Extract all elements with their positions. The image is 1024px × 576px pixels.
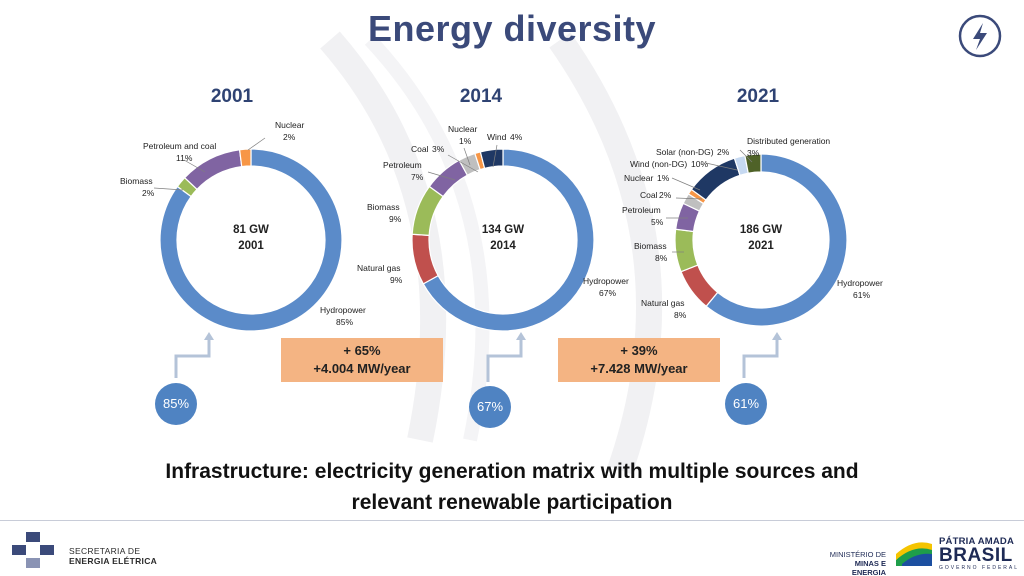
center-capacity-2014: 134 GW bbox=[482, 224, 524, 236]
value-2014-petroleum: 7% bbox=[411, 172, 424, 182]
label-2021-solar: Solar (non-DG) bbox=[656, 147, 714, 157]
center-year-2021: 2021 bbox=[748, 240, 774, 252]
slice-2021-hydropower bbox=[705, 153, 848, 327]
year-label-2021: 2021 bbox=[736, 86, 780, 107]
value-2001-hydropower: 85% bbox=[336, 317, 353, 327]
value-2014-wind: 4% bbox=[510, 132, 523, 142]
label-2014-nuclear: Nuclear bbox=[448, 124, 477, 134]
org-line-2: ENERGIA ELÉTRICA bbox=[69, 556, 158, 566]
year-label-2014: 2014 bbox=[459, 86, 503, 107]
connector-arrowheads bbox=[204, 332, 782, 340]
value-2014-nuclear: 1% bbox=[459, 136, 472, 146]
government-brand: PÁTRIA AMADA BRASIL GOVERNO FEDERAL bbox=[939, 536, 1019, 571]
lightning-bolt-icon bbox=[958, 14, 1002, 58]
gov-line-3: GOVERNO FEDERAL bbox=[939, 565, 1020, 571]
value-2014-biomass: 9% bbox=[389, 214, 402, 224]
label-2014-petroleum: Petroleum bbox=[383, 160, 422, 170]
label-2021-distributed-generation: Distributed generation bbox=[747, 136, 830, 146]
donut-chart-2001 bbox=[159, 148, 343, 332]
growth-pct-2001-2014: + 65% bbox=[343, 343, 381, 358]
growth-box-2001-2014: + 65% +4.004 MW/year bbox=[281, 338, 443, 382]
hydro-share-bubble-2014: 67% bbox=[469, 386, 511, 428]
label-2001-nuclear: Nuclear bbox=[275, 120, 304, 130]
value-2021-solar: 2% bbox=[717, 147, 730, 157]
ministry-line-1: MINISTÉRIO DE bbox=[829, 550, 886, 559]
label-2014-hydropower: Hydropower bbox=[583, 276, 629, 286]
secretaria-logo-icon bbox=[12, 532, 54, 568]
value-2021-nuclear: 1% bbox=[657, 173, 670, 183]
value-2021-petroleum: 5% bbox=[651, 217, 664, 227]
ministry-name: MINISTÉRIO DE MINAS E ENERGIA bbox=[820, 550, 886, 576]
slice-2001-nuclear bbox=[238, 148, 252, 168]
hydro-share-bubble-2021: 61% bbox=[725, 383, 767, 425]
value-2001-biomass: 2% bbox=[142, 188, 155, 198]
label-2014-biomass: Biomass bbox=[367, 202, 400, 212]
growth-rate-2001-2014: +4.004 MW/year bbox=[313, 361, 411, 376]
org-line-1: SECRETARIA DE bbox=[69, 546, 141, 556]
label-2001-biomass: Biomass bbox=[120, 176, 153, 186]
page-title: Energy diversity bbox=[367, 8, 657, 49]
center-year-2014: 2014 bbox=[490, 240, 516, 252]
label-2021-petroleum: Petroleum bbox=[622, 205, 661, 215]
ministry-line-2: MINAS E ENERGIA bbox=[851, 559, 886, 576]
gov-line-1: PÁTRIA AMADA bbox=[939, 536, 1015, 547]
slice-2021-biomass bbox=[674, 228, 699, 273]
donut-chart-2014 bbox=[411, 148, 595, 332]
slice-2014-natural-gas bbox=[411, 233, 439, 285]
value-2014-natural-gas: 9% bbox=[390, 275, 403, 285]
slice-2001-petroleum-and-coal bbox=[183, 149, 243, 191]
value-2021-coal: 2% bbox=[659, 190, 672, 200]
value-2001-petroleum-coal: 11% bbox=[176, 153, 193, 163]
growth-pct-2014-2021: + 39% bbox=[620, 343, 658, 358]
value-2021-biomass: 8% bbox=[655, 253, 668, 263]
leader-lines bbox=[153, 137, 753, 253]
value-2021-hydropower: 61% bbox=[853, 290, 870, 300]
label-2021-nuclear: Nuclear bbox=[624, 173, 653, 183]
subtitle-line-2: relevant renewable participation bbox=[351, 491, 673, 514]
slice-2014-wind bbox=[479, 148, 504, 170]
value-2001-nuclear: 2% bbox=[283, 132, 296, 142]
secretaria-name: SECRETARIA DE ENERGIA ELÉTRICA bbox=[69, 546, 157, 566]
hydro-share-bubble-2001: 85% bbox=[155, 383, 197, 425]
label-2014-natural-gas: Natural gas bbox=[357, 263, 400, 273]
center-capacity-2001: 81 GW bbox=[233, 224, 269, 236]
label-2014-coal: Coal bbox=[411, 144, 429, 154]
label-2021-natural-gas: Natural gas bbox=[641, 298, 684, 308]
center-capacity-2021: 186 GW bbox=[740, 224, 782, 236]
value-2014-hydropower: 67% bbox=[599, 288, 616, 298]
value-2014-coal: 3% bbox=[432, 144, 445, 154]
year-label-2001: 2001 bbox=[210, 86, 254, 107]
gov-line-2: BRASIL bbox=[939, 545, 1013, 566]
label-2021-hydropower: Hydropower bbox=[837, 278, 883, 288]
center-year-2001: 2001 bbox=[238, 240, 264, 252]
label-2021-coal: Coal bbox=[640, 190, 658, 200]
donut-chart-2021 bbox=[674, 153, 848, 327]
footer-divider bbox=[0, 520, 1024, 521]
label-2001-petroleum-coal: Petroleum and coal bbox=[143, 141, 216, 151]
value-2021-distributed-generation: 3% bbox=[747, 148, 760, 158]
label-2021-wind: Wind (non-DG) bbox=[630, 159, 687, 169]
growth-box-2014-2021: + 39% +7.428 MW/year bbox=[558, 338, 720, 382]
label-2001-hydropower: Hydropower bbox=[320, 305, 366, 315]
brazil-flag-icon bbox=[896, 542, 932, 566]
slice-2014-hydropower bbox=[422, 148, 595, 332]
slide-subtitle: Infrastructure: electricity generation m… bbox=[80, 456, 944, 518]
label-2021-biomass: Biomass bbox=[634, 241, 667, 251]
growth-rate-2014-2021: +7.428 MW/year bbox=[590, 361, 688, 376]
connector-arrows bbox=[174, 338, 779, 382]
value-2021-wind: 10% bbox=[691, 159, 708, 169]
slice-2001-hydropower bbox=[159, 148, 343, 332]
label-2014-wind: Wind bbox=[487, 132, 507, 142]
value-2021-natural-gas: 8% bbox=[674, 310, 687, 320]
subtitle-line-1: Infrastructure: electricity generation m… bbox=[165, 460, 859, 483]
